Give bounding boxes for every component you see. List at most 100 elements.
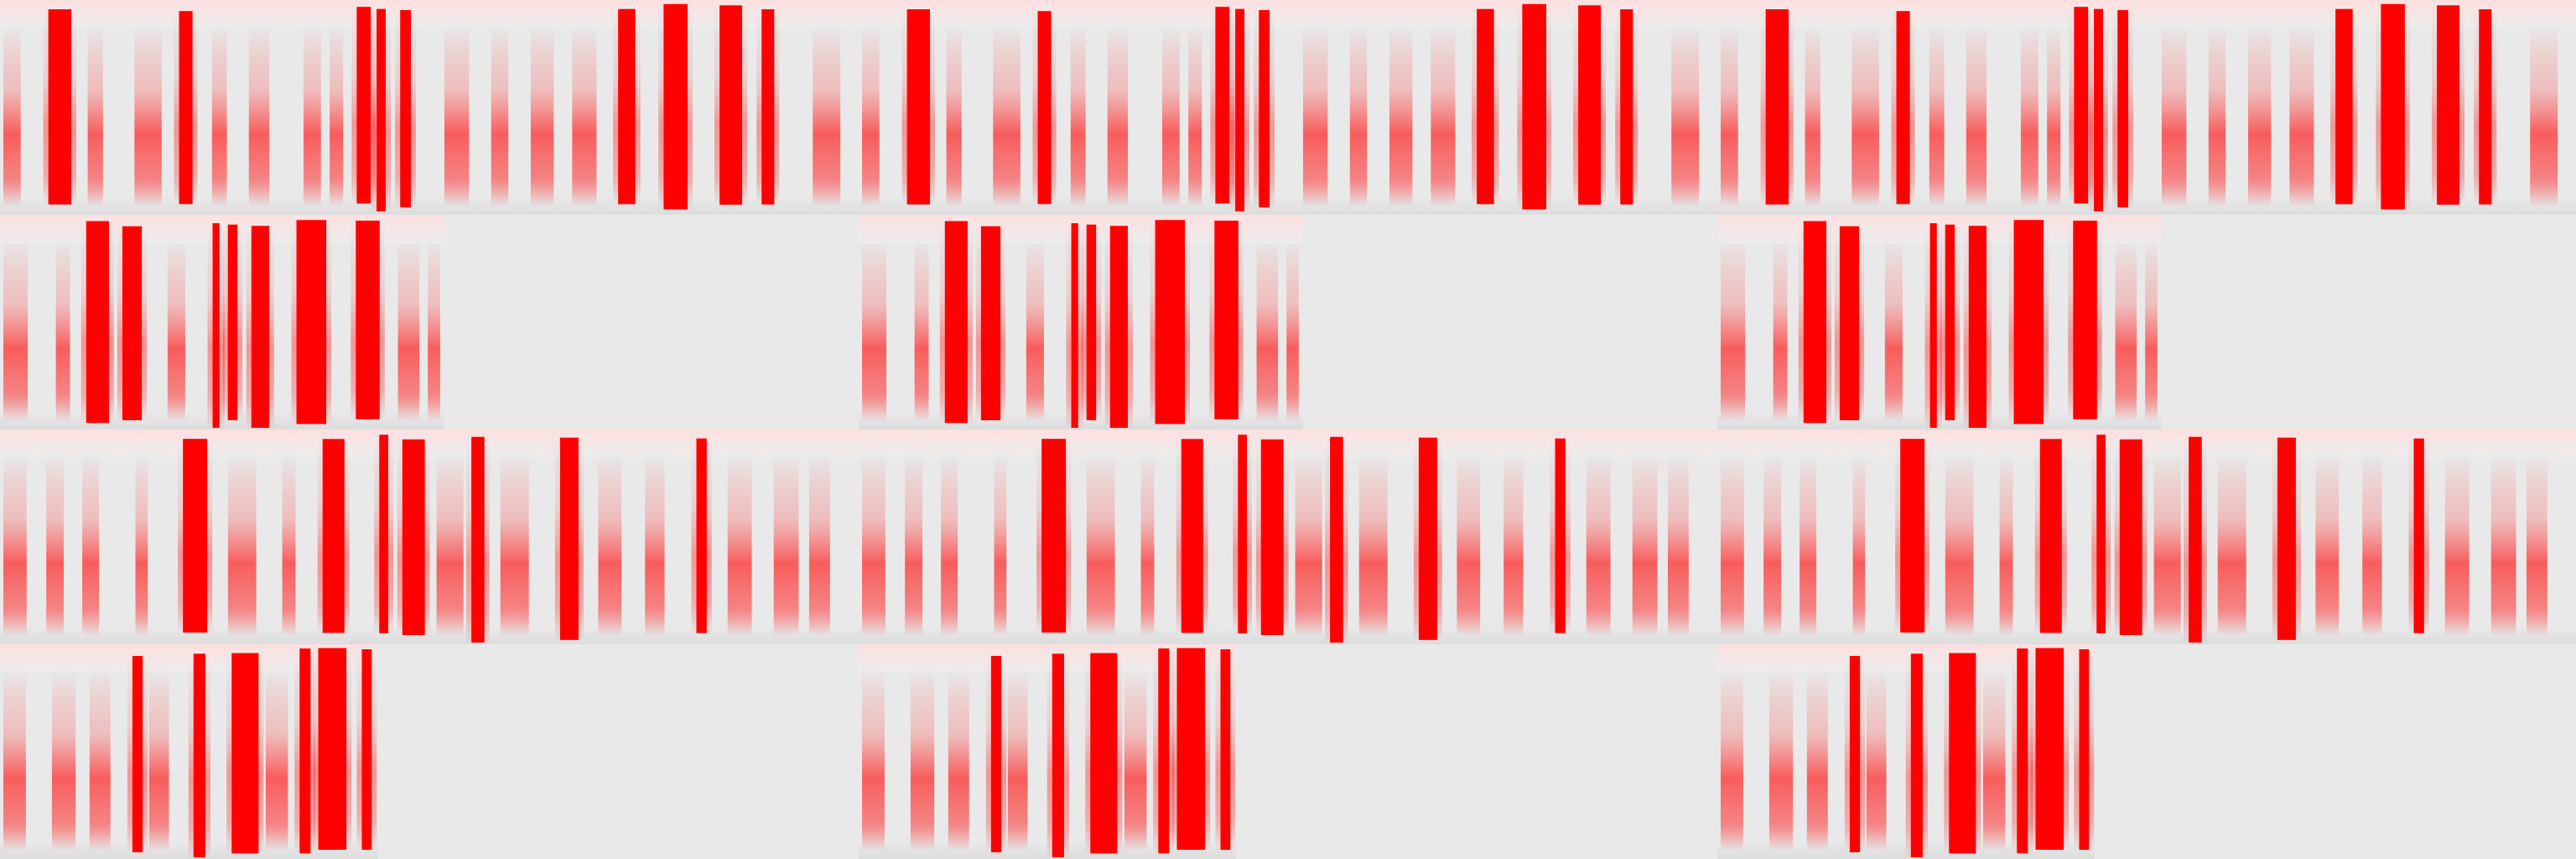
faded-bar [1982,669,2006,851]
faded-bar [227,455,257,636]
faded-bar [444,25,470,206]
bar [1090,653,1118,854]
faded-bar [727,455,752,636]
bar [1037,11,1052,205]
faded-bar [941,455,958,636]
faded-bar [2115,240,2137,421]
faded-bar [1721,669,1743,851]
faded-bar [3,669,26,851]
bar [356,221,380,419]
bar [2119,439,2142,636]
bar [1910,653,1923,857]
bar [2381,3,2405,210]
bar [1839,226,1860,420]
faded-bar [1805,25,1820,206]
faded-bar [1086,455,1115,636]
bar [696,438,707,633]
faded-bar [862,25,880,206]
bar [2413,438,2424,633]
faded-bar [862,669,885,851]
bar [2079,648,2090,851]
bar [1578,5,1602,205]
bar [122,226,143,420]
faded-bar [1389,25,1413,206]
faded-bar [813,25,841,206]
faded-bar [2153,455,2181,636]
bar [944,221,968,424]
faded-bar [134,25,162,206]
faded-bar [1070,25,1086,206]
faded-bar [1773,240,1788,421]
bar [1620,9,1633,205]
faded-bar [491,25,509,206]
tile-bottom-band [0,627,859,644]
faded-bar [2020,25,2038,206]
bar [2096,435,2106,633]
faded-bar [1852,25,1879,206]
bar [1176,648,1206,850]
faded-bar [530,25,554,206]
bar [1109,226,1128,428]
bar [183,439,208,633]
faded-bar [2145,240,2158,421]
faded-bar [572,25,597,206]
bar [322,439,345,633]
faded-bar [2047,25,2061,206]
bar [212,223,220,428]
bar [2039,439,2062,633]
bar [1765,9,1789,205]
faded-bar [2315,455,2340,636]
bar [2017,648,2028,854]
bar [193,653,205,857]
faded-bar [1358,455,1388,636]
faded-bar [1632,455,1658,636]
bar [663,3,688,210]
bar [179,11,193,205]
faded-bar [1852,455,1866,636]
faded-bar [265,669,288,851]
faded-bar [808,455,830,636]
faded-bar [1966,25,1987,206]
faded-bar [2530,25,2558,206]
faded-bar [2208,25,2226,206]
faded-bar [1007,669,1028,851]
faded-bar [1302,25,1328,206]
faded-bar [2362,455,2382,636]
bar [2094,8,2104,211]
bar [990,655,1002,852]
faded-bar [1586,455,1611,636]
bar [132,655,143,852]
bar [1418,437,1437,640]
faded-bar [1806,669,1828,851]
bar [318,648,347,850]
faded-bar [1188,25,1202,206]
bar [1158,648,1170,854]
bar [1896,11,1910,205]
bar [1086,224,1097,420]
faded-bar [148,669,169,851]
bar [299,648,311,854]
faded-bar [993,25,1021,206]
faded-bar [1999,455,2013,636]
bar [379,435,388,633]
faded-bar [2526,455,2547,636]
bar [1259,10,1270,208]
faded-bar [862,455,886,636]
faded-bar [994,455,1007,636]
faded-bar [3,455,27,636]
bar [2074,7,2089,204]
faded-bar [167,240,185,421]
tile-bottom-band [859,627,1717,644]
faded-bar [1161,25,1180,206]
bar [906,9,931,205]
bar [402,439,425,636]
faded-bar [1671,25,1700,206]
bar [1041,439,1067,633]
bar [2277,437,2296,640]
bar [761,9,775,205]
faded-bar [500,455,529,636]
faded-bar [330,25,344,206]
faded-bar [2289,25,2314,206]
bar [1235,8,1245,211]
